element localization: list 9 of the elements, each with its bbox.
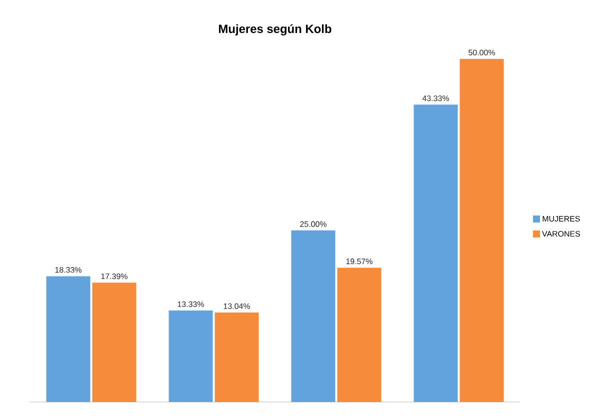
bar bbox=[291, 230, 336, 402]
chart-title: Mujeres según Kolb bbox=[219, 24, 332, 36]
bar bbox=[92, 282, 136, 402]
bar bbox=[414, 104, 458, 402]
bar bbox=[337, 268, 382, 402]
bar bbox=[46, 276, 90, 402]
bar bbox=[460, 58, 504, 402]
bar bbox=[168, 310, 213, 402]
bar bbox=[214, 312, 259, 402]
